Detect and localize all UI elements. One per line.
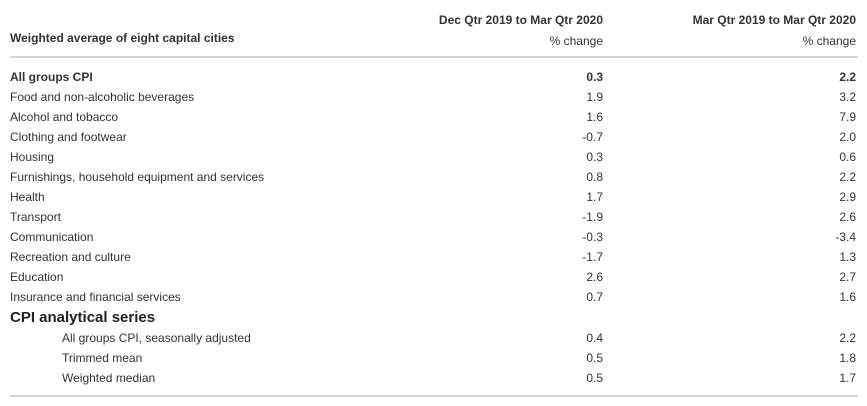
table-row: Weighted median 0.5 1.7: [10, 368, 858, 388]
row-value-quarterly: 1.6: [586, 110, 603, 124]
row-name: Alcohol and tobacco: [10, 110, 119, 124]
table-row: Food and non-alcoholic beverages 1.9 3.2: [10, 87, 858, 107]
row-name: Food and non-alcoholic beverages: [10, 90, 195, 104]
row-name: Clothing and footwear: [10, 130, 127, 144]
row-value-annual: -3.4: [835, 230, 856, 244]
table-row: All groups CPI, seasonally adjusted 0.4 …: [10, 328, 858, 348]
table-row: Clothing and footwear -0.7 2.0: [10, 127, 858, 147]
table-row: Recreation and culture -1.7 1.3: [10, 247, 858, 267]
table-row: Furnishings, household equipment and ser…: [10, 167, 858, 187]
row-value-annual: 1.8: [839, 351, 856, 365]
row-value-quarterly: 1.7: [586, 190, 603, 204]
table-body: All groups CPI 0.3 2.2 Food and non-alco…: [10, 58, 858, 388]
row-name: All groups CPI, seasonally adjusted: [62, 331, 251, 345]
row-name: Weighted median: [62, 371, 156, 385]
row-value-annual: 2.9: [839, 190, 856, 204]
row-value-quarterly: -0.7: [582, 130, 603, 144]
row-value-quarterly: 0.4: [586, 331, 603, 345]
row-label-header: Weighted average of eight capital cities: [10, 31, 235, 45]
table-header: Weighted average of eight capital cities…: [10, 0, 858, 58]
row-name: Housing: [10, 150, 55, 164]
row-value-annual: 0.6: [839, 150, 856, 164]
column-header-quarterly: Dec Qtr 2019 to Mar Qtr 2020 % change: [439, 10, 603, 52]
row-value-quarterly: 1.9: [586, 90, 603, 104]
row-value-quarterly: 0.3: [586, 150, 603, 164]
table-row: Alcohol and tobacco 1.6 7.9: [10, 107, 858, 127]
row-value-annual: 7.9: [839, 110, 856, 124]
row-value-quarterly: 0.5: [586, 351, 603, 365]
table-row: Education 2.6 2.7: [10, 267, 858, 287]
table-row: Health 1.7 2.9: [10, 187, 858, 207]
section-title-analytical: CPI analytical series: [10, 309, 156, 326]
table-row: Trimmed mean 0.5 1.8: [10, 348, 858, 368]
row-value-quarterly: -1.9: [582, 210, 603, 224]
row-name: All groups CPI: [10, 70, 93, 84]
column-header-annual: Mar Qtr 2019 to Mar Qtr 2020 % change: [693, 10, 856, 52]
table-row-all-groups: All groups CPI 0.3 2.2: [10, 67, 858, 87]
table-row: Communication -0.3 -3.4: [10, 227, 858, 247]
row-name: Insurance and financial services: [10, 290, 181, 304]
cpi-table: Weighted average of eight capital cities…: [10, 0, 858, 397]
row-value-annual: 1.6: [839, 290, 856, 304]
row-value-annual: 2.2: [839, 331, 856, 345]
row-name: Health: [10, 190, 45, 204]
row-value-annual: 3.2: [839, 90, 856, 104]
row-name: Education: [10, 270, 64, 284]
row-value-annual: 2.7: [839, 270, 856, 284]
row-value-quarterly: -1.7: [582, 250, 603, 264]
column-unit-quarterly: % change: [549, 34, 603, 48]
row-value-annual: 1.3: [839, 250, 856, 264]
row-value-annual: 2.2: [839, 170, 856, 184]
row-value-annual: 2.6: [839, 210, 856, 224]
row-name: Recreation and culture: [10, 250, 131, 264]
row-value-annual: 2.2: [839, 70, 856, 84]
row-name: Transport: [10, 210, 61, 224]
column-title-quarterly: Dec Qtr 2019 to Mar Qtr 2020: [438, 13, 603, 27]
row-value-quarterly: 2.6: [586, 270, 603, 284]
table-bottom-divider: [10, 395, 858, 397]
table-row: Housing 0.3 0.6: [10, 147, 858, 167]
table-row: Insurance and financial services 0.7 1.6: [10, 287, 858, 307]
row-value-quarterly: -0.3: [582, 230, 603, 244]
row-value-quarterly: 0.7: [586, 290, 603, 304]
row-name: Trimmed mean: [62, 351, 143, 365]
row-name: Communication: [10, 230, 94, 244]
row-name: Furnishings, household equipment and ser…: [10, 170, 265, 184]
row-value-annual: 1.7: [839, 371, 856, 385]
table-row: Transport -1.9 2.6: [10, 207, 858, 227]
column-title-annual: Mar Qtr 2019 to Mar Qtr 2020: [692, 13, 856, 27]
row-value-quarterly: 0.5: [586, 371, 603, 385]
row-value-quarterly: 0.3: [586, 70, 603, 84]
row-value-annual: 2.0: [839, 130, 856, 144]
column-unit-annual: % change: [802, 34, 856, 48]
row-value-quarterly: 0.8: [586, 170, 603, 184]
